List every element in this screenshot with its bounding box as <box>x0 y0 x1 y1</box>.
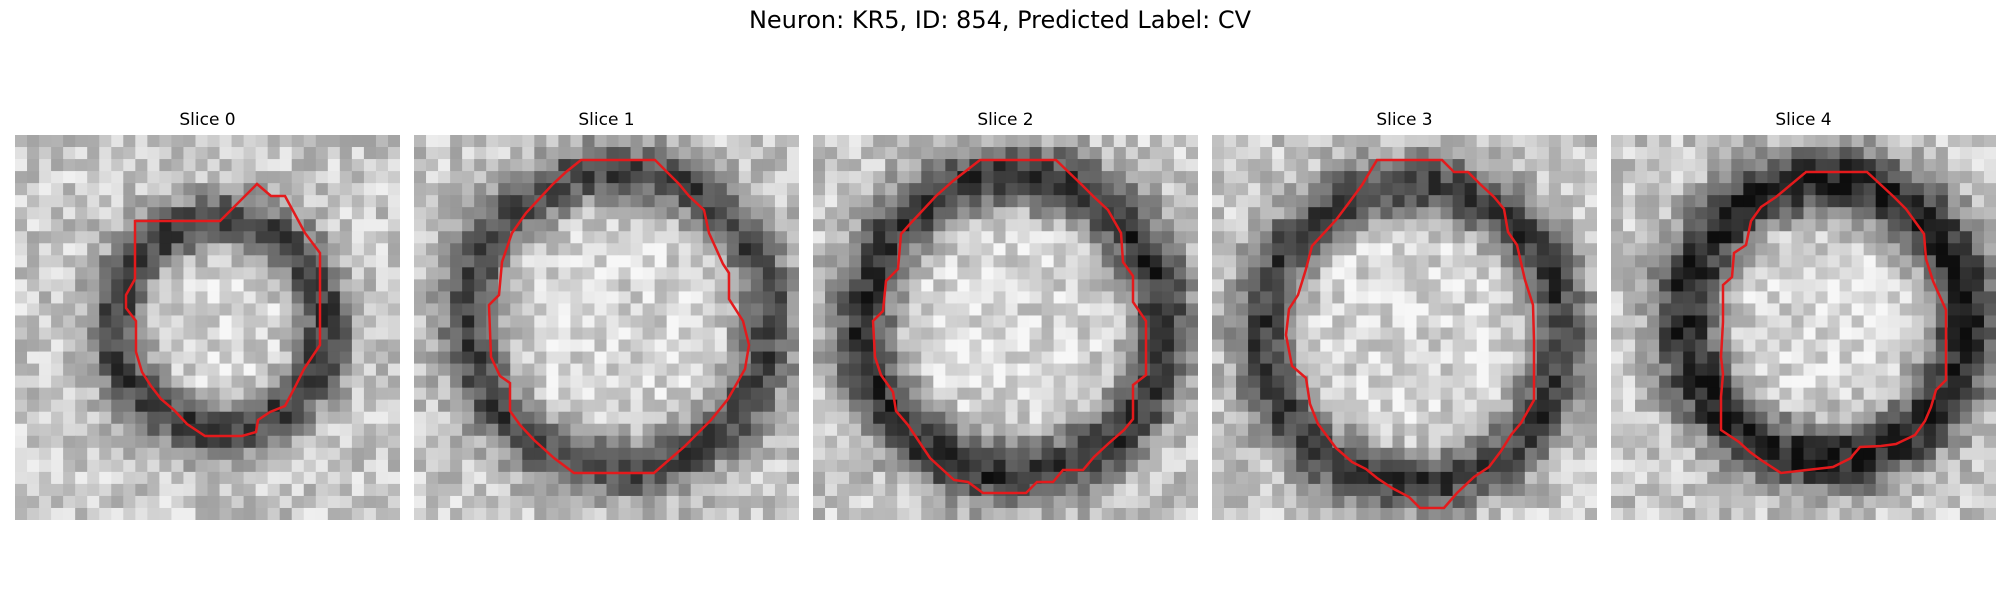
segmentation-contour <box>487 158 751 475</box>
slice-title-0: Slice 0 <box>179 110 236 130</box>
slice-title-4: Slice 4 <box>1775 110 1832 130</box>
figure-title: Neuron: KR5, ID: 854, Predicted Label: C… <box>748 6 1252 34</box>
slice-panel-4: Slice 4 <box>1611 110 1996 520</box>
slice-image-3 <box>1212 135 1597 520</box>
slice-panel-3: Slice 3 <box>1212 110 1597 520</box>
slice-image-4 <box>1611 135 1996 520</box>
grayscale-pixels <box>1212 135 1597 520</box>
slice-title-3: Slice 3 <box>1376 110 1433 130</box>
segmentation-contour <box>1284 158 1536 510</box>
slice-image-2 <box>813 135 1198 520</box>
grayscale-pixels <box>1611 135 1996 520</box>
grayscale-pixels <box>15 135 400 520</box>
grayscale-pixels <box>813 135 1198 520</box>
slice-image-1 <box>414 135 799 520</box>
slice-panel-1: Slice 1 <box>414 110 799 520</box>
slice-title-1: Slice 1 <box>578 110 635 130</box>
segmentation-contour <box>1719 170 1948 475</box>
slice-panel-0: Slice 0 <box>15 110 400 520</box>
segmentation-contour <box>871 158 1148 495</box>
grayscale-pixels <box>414 135 799 520</box>
slice-image-0 <box>15 135 400 520</box>
segmentation-contour <box>124 182 322 438</box>
slice-title-2: Slice 2 <box>977 110 1034 130</box>
slice-panel-2: Slice 2 <box>813 110 1198 520</box>
